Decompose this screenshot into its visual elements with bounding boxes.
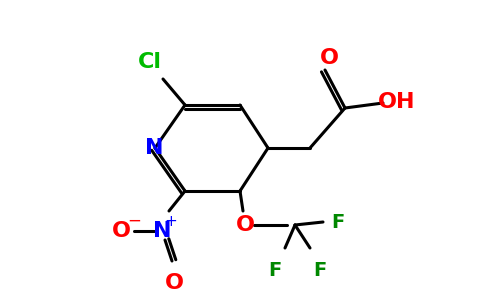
Text: +: +	[165, 214, 177, 229]
Text: N: N	[153, 221, 171, 241]
Text: F: F	[332, 212, 345, 232]
Text: O: O	[319, 48, 338, 68]
Text: O: O	[236, 215, 255, 235]
Text: Cl: Cl	[138, 52, 162, 72]
Text: F: F	[268, 260, 282, 280]
Text: N: N	[145, 138, 163, 158]
Text: OH: OH	[378, 92, 416, 112]
Text: F: F	[313, 260, 327, 280]
Text: −: −	[127, 212, 141, 230]
Text: O: O	[111, 221, 131, 241]
Text: O: O	[165, 273, 183, 293]
